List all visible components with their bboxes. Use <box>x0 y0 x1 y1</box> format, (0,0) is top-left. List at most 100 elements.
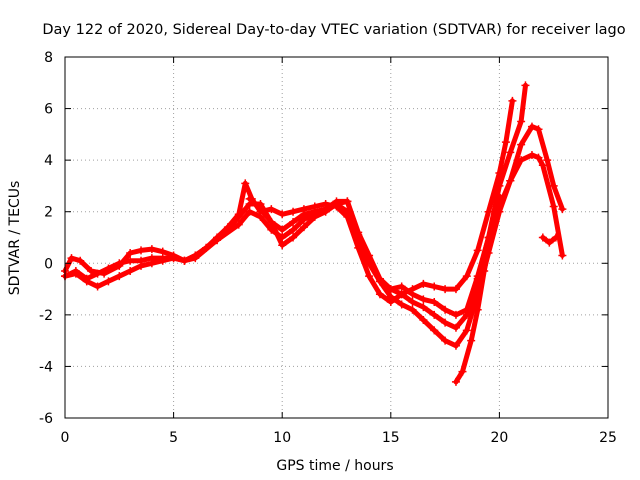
y-tick-label: 6 <box>44 102 53 118</box>
data-point <box>158 256 167 265</box>
data-point <box>245 207 254 216</box>
data-point <box>458 367 467 376</box>
y-tick-label: 2 <box>44 205 53 221</box>
data-point <box>289 233 298 242</box>
data-point <box>397 300 406 309</box>
data-point <box>241 179 250 188</box>
data-point <box>473 274 482 283</box>
data-point <box>486 233 495 242</box>
data-point <box>430 310 439 319</box>
data-point <box>397 290 406 299</box>
y-tick-label: 0 <box>44 256 53 272</box>
data-point <box>234 220 243 229</box>
data-point <box>419 316 428 325</box>
x-tick-label: 5 <box>169 430 178 446</box>
data-point <box>430 297 439 306</box>
data-point <box>93 269 102 278</box>
data-point <box>289 218 298 227</box>
series-track-4 <box>245 122 567 332</box>
data-point <box>213 236 222 245</box>
data-point <box>71 269 80 278</box>
data-point <box>375 290 384 299</box>
plot-frame <box>64 56 609 419</box>
data-point <box>365 251 374 260</box>
data-point <box>451 285 460 294</box>
data-point <box>484 207 493 216</box>
x-axis-label: GPS time / hours <box>276 458 393 474</box>
data-point <box>104 264 113 273</box>
data-point <box>386 292 395 301</box>
data-point <box>462 310 471 319</box>
y-tick-label: -2 <box>39 308 53 324</box>
data-point <box>495 181 504 190</box>
data-point <box>430 282 439 291</box>
data-point <box>462 326 471 335</box>
data-point <box>473 305 482 314</box>
data-point <box>517 117 526 126</box>
data-point <box>299 215 308 224</box>
data-point <box>126 256 135 265</box>
chart-title: Day 122 of 2020, Sidereal Day-to-day VTE… <box>42 22 625 38</box>
data-point <box>310 212 319 221</box>
data-point <box>126 248 135 257</box>
data-point <box>147 245 156 254</box>
data-point <box>419 295 428 304</box>
data-point <box>534 153 543 162</box>
data-point <box>558 205 567 214</box>
data-point <box>365 272 374 281</box>
data-point <box>419 303 428 312</box>
data-point <box>93 282 102 291</box>
data-point <box>67 254 76 263</box>
data-point <box>115 259 124 268</box>
data-point <box>451 323 460 332</box>
data-point <box>538 161 547 170</box>
x-tick-label: 0 <box>61 430 70 446</box>
data-point <box>332 199 341 208</box>
data-point <box>408 297 417 306</box>
y-tick-label: -6 <box>39 411 53 427</box>
data-point <box>441 285 450 294</box>
data-point <box>517 140 526 149</box>
data-point <box>147 259 156 268</box>
data-point <box>508 96 517 105</box>
data-point <box>87 267 96 276</box>
data-point <box>191 254 200 263</box>
data-point <box>408 290 417 299</box>
data-point <box>527 122 536 131</box>
data-point <box>467 336 476 345</box>
data-point <box>289 207 298 216</box>
data-point <box>408 305 417 314</box>
x-tick-label: 25 <box>599 430 617 446</box>
data-point <box>534 125 543 134</box>
data-point <box>397 282 406 291</box>
data-point <box>441 336 450 345</box>
axis-ticks: 0 5 10 15 20 25 -6 -4 -2 0 2 4 6 8 <box>39 50 617 446</box>
y-tick-label: 4 <box>44 153 53 169</box>
data-point <box>354 228 363 237</box>
x-tick-label: 10 <box>273 430 291 446</box>
data-point <box>256 212 265 221</box>
data-point <box>82 277 91 286</box>
data-point <box>115 272 124 281</box>
data-point <box>551 233 560 242</box>
data-point <box>137 246 146 255</box>
x-tick-label: 20 <box>490 430 508 446</box>
data-point <box>137 261 146 270</box>
data-point <box>543 156 552 165</box>
data-point <box>289 225 298 234</box>
data-point <box>480 267 489 276</box>
data-point <box>299 223 308 232</box>
data-point <box>441 318 450 327</box>
x-tick-label: 15 <box>382 430 400 446</box>
data-point <box>521 81 530 90</box>
data-point <box>343 197 352 206</box>
data-point <box>234 212 243 221</box>
data-point <box>527 150 536 159</box>
data-series <box>61 81 567 386</box>
data-point <box>451 377 460 386</box>
data-point <box>267 218 276 227</box>
series-track-6 <box>538 233 560 247</box>
data-point <box>451 341 460 350</box>
